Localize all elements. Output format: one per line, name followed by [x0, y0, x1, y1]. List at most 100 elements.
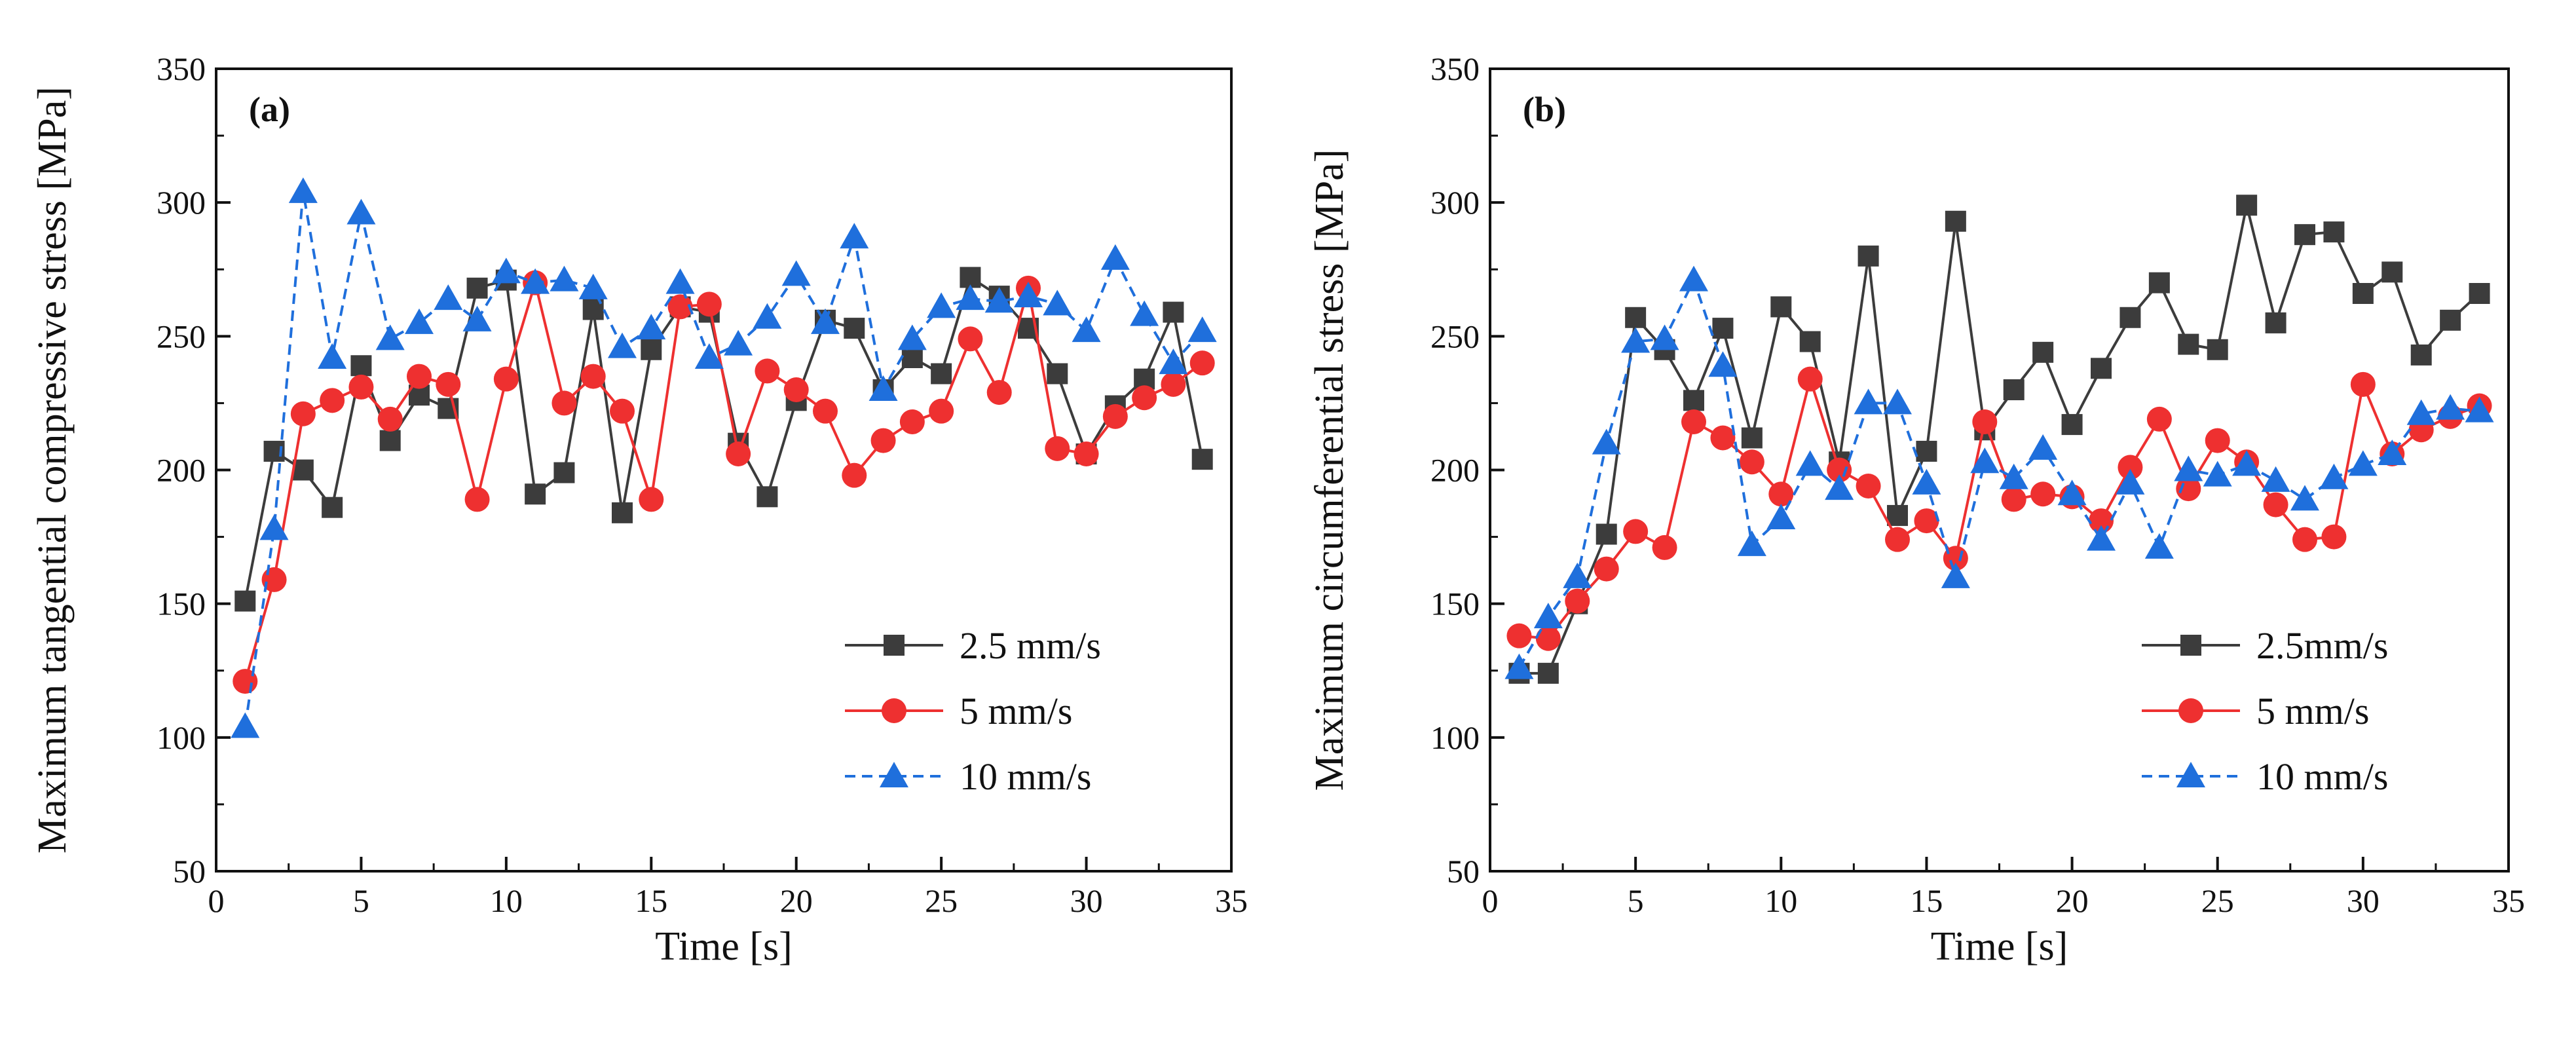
- panel-a-data-point: [753, 303, 782, 329]
- panel-a-x-tick-label: 15: [635, 882, 667, 919]
- panel-b-legend-marker: [2180, 635, 2201, 656]
- panel-a-data-point: [927, 292, 956, 318]
- panel-b-data-point: [1795, 450, 1825, 476]
- panel-a-y-tick-label: 200: [157, 452, 206, 489]
- panel-b-data-point: [1827, 457, 1852, 483]
- panel-a-data-point: [665, 268, 695, 294]
- panel-a-y-axis-title: Maximum tangential compressive stress [M…: [30, 86, 75, 854]
- panel-a-data-point: [1014, 282, 1043, 308]
- panel-a-data-point: [580, 364, 606, 389]
- panel-a-series-2: [233, 270, 1215, 694]
- panel-a-y-tick-label: 50: [173, 853, 206, 890]
- panel-b-data-point: [2263, 492, 2288, 517]
- panel-a-data-point: [844, 318, 865, 339]
- panel-a-data-point: [901, 347, 923, 368]
- panel-b-data-point: [1999, 463, 2028, 489]
- panel-a-data-point: [318, 343, 347, 369]
- panel-b-data-point: [1533, 603, 1563, 629]
- panel-a-data-point: [641, 339, 662, 360]
- panel-a-y-tick-label: 250: [157, 318, 206, 354]
- panel-a-data-point: [553, 462, 575, 483]
- panel-a-data-point: [234, 590, 256, 612]
- panel-a-data-point: [610, 398, 635, 424]
- panel-a-data-point: [1045, 436, 1070, 461]
- panel-a-legend-marker: [880, 762, 908, 787]
- panel-a-data-point: [466, 277, 488, 299]
- panel-a-data-point: [320, 388, 345, 413]
- panel-a-data-point: [407, 364, 432, 389]
- panel-a-data-point: [292, 459, 314, 481]
- panel-b-data-point: [2146, 406, 2172, 432]
- panel-b-x-tick-label: 15: [1910, 882, 1943, 919]
- panel-a-series-line: [244, 191, 1204, 727]
- panel-b-x-tick-label: 5: [1628, 882, 1644, 919]
- panel-a-data-point: [612, 502, 633, 523]
- panel-b-x-tick-label: 25: [2201, 882, 2234, 919]
- panel-b-data-point: [2261, 466, 2290, 492]
- panel-b-series-line: [1519, 204, 2480, 675]
- panel-b-data-point: [2091, 358, 2112, 379]
- panel-b-data-point: [2174, 455, 2203, 481]
- panel-b-data-point: [2178, 333, 2199, 355]
- panel-a-legend-label: 2.5 mm/s: [960, 624, 1101, 667]
- panel-b-y-tick-label: 50: [1447, 853, 1480, 890]
- panel-a-x-tick-label: 5: [353, 882, 369, 919]
- panel-b-data-point: [1972, 409, 1998, 434]
- panel-a-legend-label: 5 mm/s: [960, 690, 1072, 732]
- panel-b-data-point: [2232, 450, 2262, 476]
- panel-a-data-point: [929, 398, 954, 424]
- panel-b-data-point: [1710, 425, 1736, 451]
- panel-a-data-point: [783, 377, 809, 402]
- panel-a-data-point: [811, 308, 840, 334]
- panel-b-legend-label: 5 mm/s: [2256, 690, 2369, 732]
- panel-b-data-point: [2319, 463, 2349, 489]
- panel-b-data-point: [1504, 653, 1534, 679]
- panel-b-x-tick-label: 35: [2492, 882, 2525, 919]
- panel-a-data-point: [842, 462, 867, 488]
- panel-a-x-tick-label: 30: [1070, 882, 1103, 919]
- panel-b-series-line: [1519, 374, 2480, 640]
- panel-b-legend-marker: [2178, 698, 2203, 723]
- panel-a-x-tick-label: 35: [1215, 882, 1248, 919]
- panel-b-data-point: [1537, 662, 1559, 684]
- panel-b-data-point: [2030, 481, 2056, 507]
- panel-b-data-point: [2236, 195, 2258, 216]
- panel-a-y-tick-label: 150: [157, 586, 206, 622]
- panel-b-data-point: [2061, 414, 2083, 436]
- panel-a-data-point: [290, 401, 316, 426]
- panel-a-data-point: [956, 284, 985, 310]
- panel-a-data-point: [1163, 301, 1184, 323]
- panel-b-data-point: [2119, 307, 2141, 328]
- panel-b-data-point: [2410, 344, 2432, 366]
- panel-a-data-point: [578, 273, 608, 299]
- panel-a-data-point: [405, 308, 434, 334]
- panel-a-data-point: [667, 294, 693, 320]
- panel-a-legend-marker: [882, 698, 906, 723]
- panel-a-x-tick-label: 0: [208, 882, 225, 919]
- panel-b-data-point: [1945, 210, 1966, 232]
- panel-b-data-point: [2203, 460, 2232, 487]
- panel-a-legend-marker: [884, 635, 905, 656]
- panel-b-data-point: [1621, 327, 1651, 353]
- panel-a-x-axis-title: Time [s]: [655, 924, 793, 969]
- panel-a-data-point: [897, 324, 927, 350]
- panel-a-data-point: [1072, 316, 1101, 343]
- panel-b-data-point: [2144, 533, 2174, 559]
- panel-b-data-point: [2406, 399, 2436, 425]
- panel-b-data-point: [2465, 396, 2494, 423]
- panel-a-data-point: [436, 371, 461, 397]
- panel-b-x-axis-title: Time [s]: [1931, 924, 2068, 969]
- panel-b-data-point: [1797, 366, 1823, 392]
- panel-b-data-point: [2118, 455, 2143, 480]
- panel-b-data-point: [2057, 479, 2087, 506]
- panel-a-y-tick-label: 300: [157, 184, 206, 221]
- panel-b-y-tick-label: 200: [1430, 452, 1480, 489]
- panel-b-data-point: [2001, 487, 2026, 512]
- panel-b-x-tick-label: 10: [1764, 882, 1797, 919]
- panel-b-chart: 0 5 10 15 20 25 30 35 50 100 150 200 250 300 350 Time […: [1307, 50, 2525, 969]
- panel-b-data-point: [1712, 318, 1734, 339]
- panel-a-data-point: [348, 374, 374, 400]
- panel-a-data-point: [724, 329, 753, 356]
- panel-a-y-tick-label: 350: [157, 50, 206, 87]
